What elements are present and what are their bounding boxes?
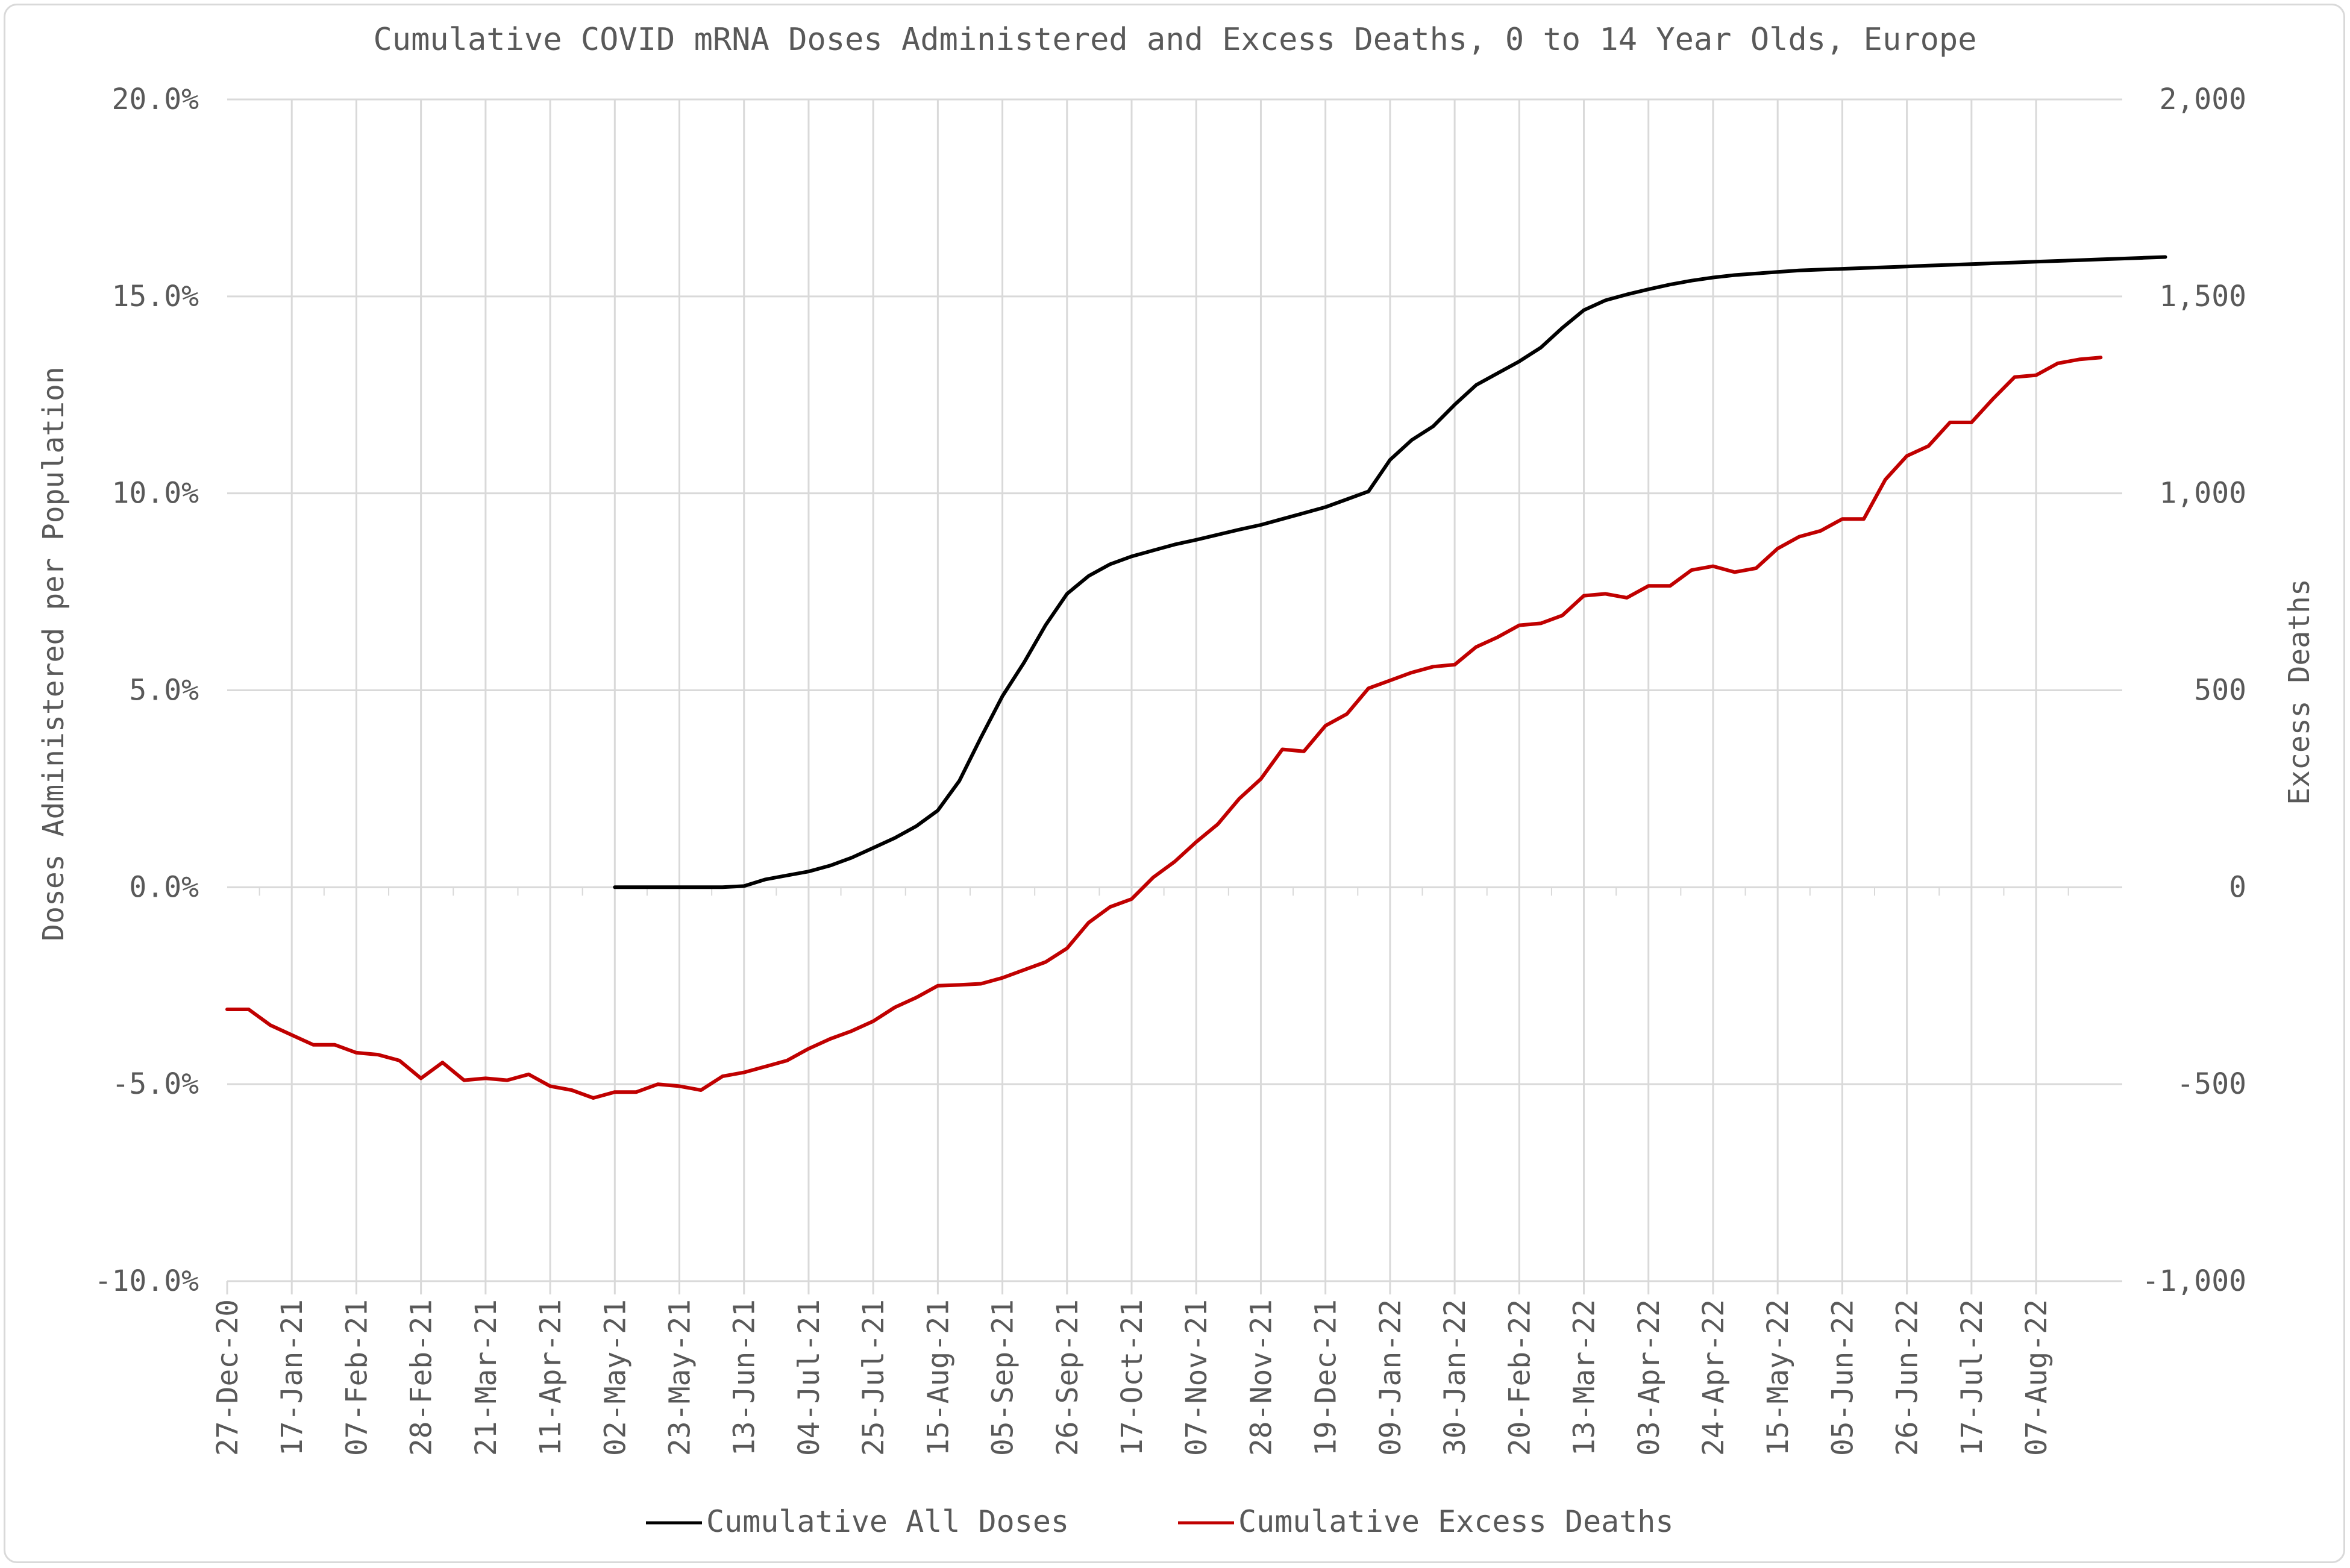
legend: Cumulative All Doses Cumulative Excess D… [646,1504,1673,1539]
x-tick-label: 26-Jun-22 [1891,1299,1925,1456]
x-tick-label: 30-Jan-22 [1438,1299,1472,1456]
x-tick-label: 28-Feb-21 [405,1299,439,1456]
x-tick-label: 03-Apr-22 [1632,1299,1666,1456]
x-tick-label: 13-Jun-21 [728,1299,762,1456]
y-tick-label-left: 0.0% [129,870,199,904]
y-axis-right: 2,000 1,500 1,000 500 0 -500 -1,000 [2142,83,2246,1298]
y-axis-left: 20.0% 15.0% 10.0% 5.0% 0.0% -5.0% -10.0% [95,83,199,1298]
x-tick-label: 17-Jan-21 [275,1299,309,1456]
x-axis: 27-Dec-20 17-Jan-21 07-Feb-21 28-Feb-21 21-M… [211,1281,2054,1456]
x-tick-label: 15-Aug-21 [921,1299,955,1456]
x-tick-label: 13-Mar-22 [1568,1299,1602,1456]
y-tick-label-right: -1,000 [2142,1264,2246,1298]
series-lines [225,255,2167,1100]
x-tick-label: 04-Jul-21 [792,1299,826,1456]
y-tick-label-right: 1,000 [2160,477,2247,510]
x-tick-label: 26-Sep-21 [1051,1299,1085,1456]
x-tick-label: 20-Feb-22 [1503,1299,1537,1456]
x-tick-label: 23-May-21 [663,1299,697,1456]
y-axis-left-label: Doses Administered per Population [37,366,70,941]
x-tick-label: 07-Aug-22 [2020,1299,2054,1456]
x-tick-label: 05-Jun-22 [1826,1299,1860,1456]
series-line-doses [613,255,2167,889]
x-tick-label: 15-May-22 [1761,1299,1795,1456]
y-tick-label-left: 5.0% [129,674,199,707]
y-tick-label-left: 10.0% [112,477,199,510]
y-tick-label-left: 15.0% [112,280,199,313]
x-tick-label: 21-Mar-21 [469,1299,503,1456]
x-tick-label: 09-Jan-22 [1374,1299,1408,1456]
x-tick-label: 07-Nov-21 [1180,1299,1214,1456]
y-tick-label-right: 1,500 [2160,280,2247,313]
y-axis-right-label: Excess Deaths [2283,579,2316,805]
x-tick-label: 17-Oct-21 [1115,1299,1149,1456]
x-tick-label: 25-Jul-21 [857,1299,891,1456]
x-tick-label: 07-Feb-21 [340,1299,374,1456]
legend-label-doses: Cumulative All Doses [706,1504,1069,1539]
y-tick-label-left: 20.0% [112,83,199,116]
series-line-excess-deaths [225,356,2103,1100]
x-tick-label: 27-Dec-20 [211,1299,245,1456]
y-tick-label-left: -5.0% [112,1067,199,1101]
x-tick-label: 28-Nov-21 [1244,1299,1278,1456]
x-tick-label: 05-Sep-21 [986,1299,1020,1456]
gridlines [227,98,2122,1282]
x-tick-label: 02-May-21 [598,1299,632,1456]
x-tick-label: 19-Dec-21 [1309,1299,1343,1456]
x-tick-label: 17-Jul-22 [1955,1299,1989,1456]
chart-title: Cumulative COVID mRNA Doses Administered… [373,22,1976,58]
legend-label-deaths: Cumulative Excess Deaths [1238,1504,1673,1539]
x-tick-label: 11-Apr-21 [534,1299,568,1456]
y-tick-label-left: -10.0% [95,1264,199,1298]
y-tick-label-right: -500 [2176,1067,2246,1101]
x-tick-label: 24-Apr-22 [1697,1299,1731,1456]
y-tick-label-right: 0 [2229,870,2246,904]
y-tick-label-right: 500 [2194,674,2246,707]
chart-frame [4,4,2345,1563]
y-tick-label-right: 2,000 [2160,83,2247,116]
